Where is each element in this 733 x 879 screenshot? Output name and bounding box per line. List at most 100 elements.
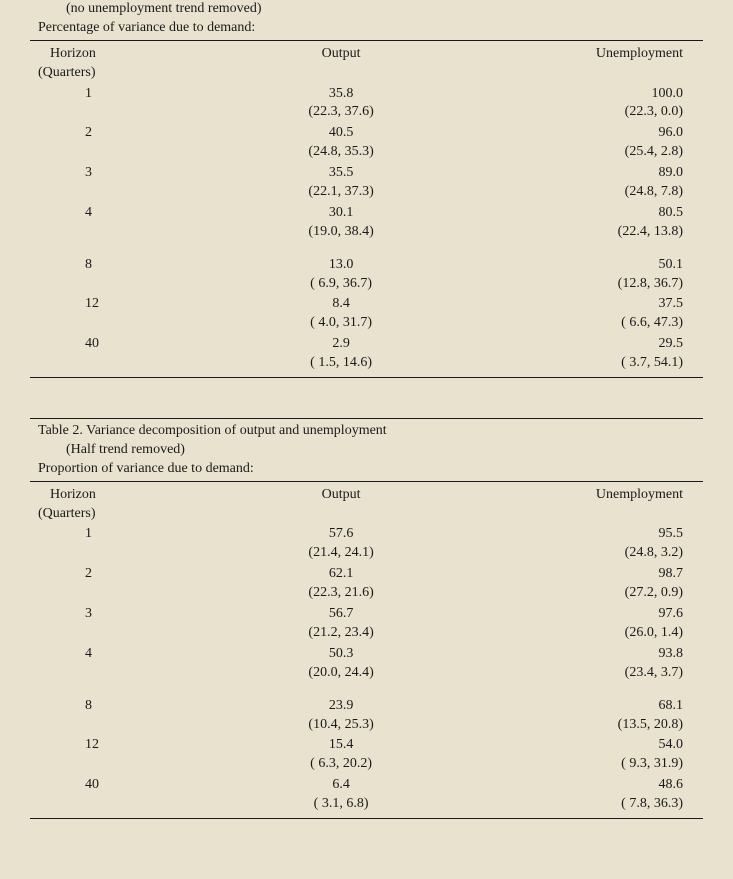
cell-output-value: 13.0: [227, 256, 456, 275]
table-1-rule-top: [30, 40, 703, 41]
cell-horizon: 2: [30, 565, 227, 584]
table-subheader-row: (Quarters): [30, 64, 703, 85]
cell-output-ci: (19.0, 38.4): [227, 223, 456, 244]
table-row-ci: (22.1, 37.3)(24.8, 7.8): [30, 183, 703, 204]
cell-output-ci: (22.3, 21.6): [227, 584, 456, 605]
cell-unemp-ci: (25.4, 2.8): [455, 143, 703, 164]
table-2-title: Table 2. Variance decomposition of outpu…: [30, 422, 703, 441]
table-2: Horizon Output Unemployment (Quarters) 1…: [30, 484, 703, 816]
table-row-ci: (22.3, 37.6)(22.3, 0.0): [30, 103, 703, 124]
table-row: 823.968.1: [30, 697, 703, 716]
cell-unemp-value: 93.8: [455, 645, 703, 664]
cell-unemp-ci: (23.4, 3.7): [455, 664, 703, 685]
cell-output-value: 62.1: [227, 565, 456, 584]
cell-unemp-value: 80.5: [455, 204, 703, 223]
cell-output-value: 57.6: [227, 525, 456, 544]
cell-output-value: 6.4: [227, 776, 456, 795]
cell-output-ci: (22.1, 37.3): [227, 183, 456, 204]
table-row-ci: (20.0, 24.4)(23.4, 3.7): [30, 664, 703, 685]
col-header-unemp: Unemployment: [455, 43, 703, 64]
page: (no unemployment trend removed) Percenta…: [0, 0, 733, 879]
cell-output-value: 40.5: [227, 124, 456, 143]
cell-unemp-ci: (22.4, 13.8): [455, 223, 703, 244]
table-header-row: Horizon Output Unemployment: [30, 484, 703, 505]
cell-output-ci: (22.3, 37.6): [227, 103, 456, 124]
cell-unemp-value: 89.0: [455, 164, 703, 183]
cell-unemp-value: 96.0: [455, 124, 703, 143]
table-1-block: (no unemployment trend removed) Percenta…: [30, 0, 703, 378]
cell-unemp-ci: ( 7.8, 36.3): [455, 795, 703, 816]
table-row-ci: (22.3, 21.6)(27.2, 0.9): [30, 584, 703, 605]
table-1-subtitle2: Percentage of variance due to demand:: [30, 19, 703, 38]
cell-output-value: 35.5: [227, 164, 456, 183]
cell-output-ci: ( 4.0, 31.7): [227, 314, 456, 335]
cell-horizon: 2: [30, 124, 227, 143]
table-row: 157.695.5: [30, 525, 703, 544]
col-header-horizon: Horizon: [30, 484, 227, 505]
cell-unemp-ci: (24.8, 7.8): [455, 183, 703, 204]
cell-horizon: 4: [30, 645, 227, 664]
table-2-rule-above-title: Table 2. Variance decomposition of outpu…: [30, 418, 703, 441]
table-row-ci: ( 3.1, 6.8)( 7.8, 36.3): [30, 795, 703, 816]
cell-unemp-ci: ( 9.3, 31.9): [455, 755, 703, 776]
cell-horizon: 3: [30, 605, 227, 624]
cell-horizon: 3: [30, 164, 227, 183]
table-row-ci: ( 4.0, 31.7)( 6.6, 47.3): [30, 314, 703, 335]
cell-output-ci: (10.4, 25.3): [227, 716, 456, 737]
table-subheader-row: (Quarters): [30, 505, 703, 526]
table-row: 813.050.1: [30, 256, 703, 275]
table-row: 262.198.7: [30, 565, 703, 584]
table-row: 450.393.8: [30, 645, 703, 664]
cell-output-ci: ( 1.5, 14.6): [227, 354, 456, 375]
cell-output-ci: ( 3.1, 6.8): [227, 795, 456, 816]
cell-horizon: 4: [30, 204, 227, 223]
cell-unemp-value: 50.1: [455, 256, 703, 275]
cell-output-value: 56.7: [227, 605, 456, 624]
table-2-block: Table 2. Variance decomposition of outpu…: [30, 418, 703, 819]
table-row-ci: (21.4, 24.1)(24.8, 3.2): [30, 544, 703, 565]
table-1-rule-bottom: [30, 377, 703, 378]
table-2-subtitle: (Half trend removed): [30, 441, 703, 460]
cell-output-value: 35.8: [227, 85, 456, 104]
table-1: Horizon Output Unemployment (Quarters) 1…: [30, 43, 703, 375]
cell-horizon: 40: [30, 776, 227, 795]
table-row-ci: ( 6.3, 20.2)( 9.3, 31.9): [30, 755, 703, 776]
cell-unemp-ci: (13.5, 20.8): [455, 716, 703, 737]
cell-unemp-ci: ( 6.6, 47.3): [455, 314, 703, 335]
table-2-subtitle2: Proportion of variance due to demand:: [30, 460, 703, 479]
col-header-horizon: Horizon: [30, 43, 227, 64]
table-row: 240.596.0: [30, 124, 703, 143]
cell-output-ci: (20.0, 24.4): [227, 664, 456, 685]
cell-unemp-value: 100.0: [455, 85, 703, 104]
table-row: 335.589.0: [30, 164, 703, 183]
cell-unemp-ci: (26.0, 1.4): [455, 624, 703, 645]
cell-horizon: 40: [30, 335, 227, 354]
cell-unemp-value: 97.6: [455, 605, 703, 624]
col-header-unemp: Unemployment: [455, 484, 703, 505]
row-gap: [30, 244, 703, 256]
cell-horizon: 1: [30, 85, 227, 104]
cell-horizon: 1: [30, 525, 227, 544]
cell-unemp-value: 54.0: [455, 736, 703, 755]
col-header-output: Output: [227, 43, 456, 64]
cell-unemp-value: 98.7: [455, 565, 703, 584]
col-header-output: Output: [227, 484, 456, 505]
table-row-ci: ( 6.9, 36.7)(12.8, 36.7): [30, 275, 703, 296]
cell-horizon: 12: [30, 736, 227, 755]
table-row-ci: (21.2, 23.4)(26.0, 1.4): [30, 624, 703, 645]
cell-horizon: 12: [30, 295, 227, 314]
table-2-rule-bottom: [30, 818, 703, 819]
table-row: 356.797.6: [30, 605, 703, 624]
cell-output-value: 2.9: [227, 335, 456, 354]
table-1-subtitle: (no unemployment trend removed): [30, 0, 703, 19]
table-row: 402.929.5: [30, 335, 703, 354]
table-row-ci: ( 1.5, 14.6)( 3.7, 54.1): [30, 354, 703, 375]
cell-output-value: 30.1: [227, 204, 456, 223]
table-row: 1215.454.0: [30, 736, 703, 755]
cell-unemp-ci: ( 3.7, 54.1): [455, 354, 703, 375]
cell-output-ci: ( 6.9, 36.7): [227, 275, 456, 296]
table-1-body: 135.8100.0(22.3, 37.6)(22.3, 0.0)240.596…: [30, 85, 703, 375]
cell-output-value: 50.3: [227, 645, 456, 664]
cell-unemp-ci: (12.8, 36.7): [455, 275, 703, 296]
cell-output-value: 23.9: [227, 697, 456, 716]
